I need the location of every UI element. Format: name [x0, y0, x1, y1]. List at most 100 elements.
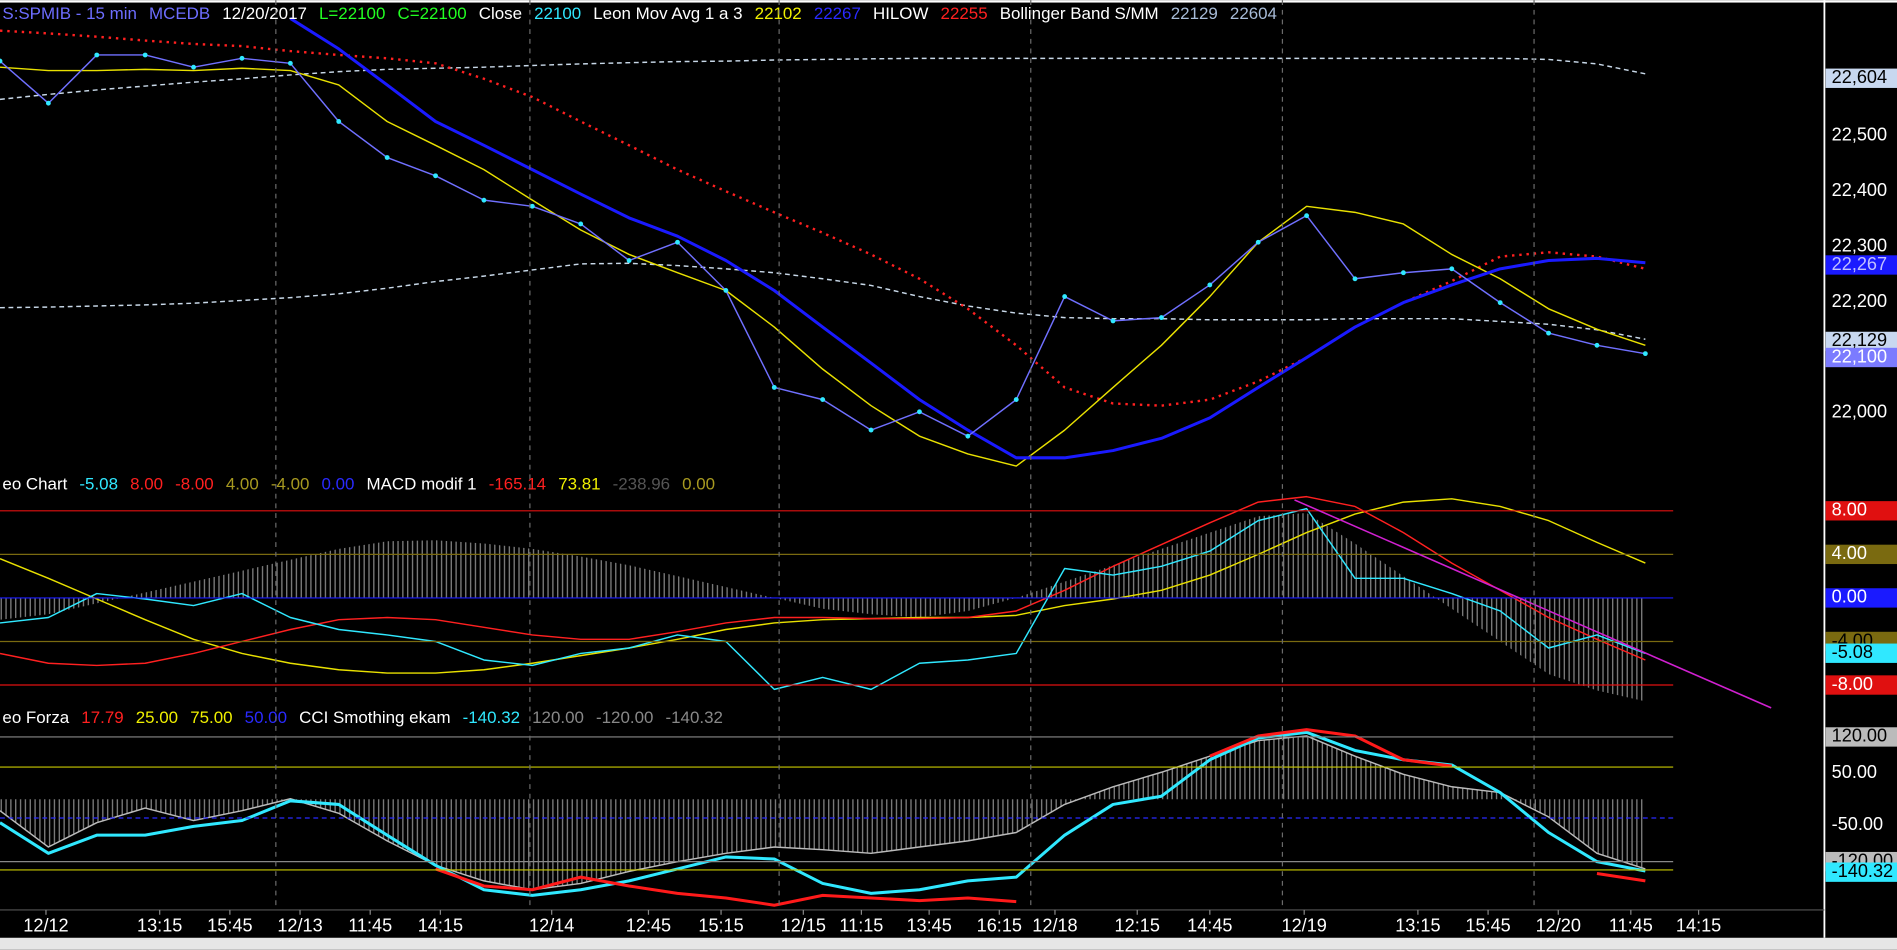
legend-item: -140.32	[463, 708, 520, 727]
trendline	[1294, 499, 1772, 709]
series-line	[0, 730, 1646, 897]
x-tick-label: 12/19	[1282, 916, 1327, 936]
last-value-label: 22,267	[1832, 254, 1887, 274]
y-tick-box	[1825, 675, 1897, 695]
y-tick-box	[1825, 501, 1897, 521]
histogram	[0, 512, 1646, 702]
legend-item: HILOW	[873, 4, 928, 23]
series-line	[0, 262, 1646, 340]
x-tick-label: 12/13	[277, 916, 322, 936]
legend-item: 22604	[1230, 4, 1277, 23]
y-tick-label: 22,000	[1832, 402, 1887, 422]
y-tick-label: -50.00	[1832, 814, 1883, 834]
series-line	[0, 498, 1646, 674]
x-tick-label: 12/15	[781, 916, 826, 936]
last-value-label: 22,100	[1832, 346, 1887, 366]
y-tick-label: 22,400	[1832, 180, 1887, 200]
series-line	[0, 507, 1646, 691]
x-tick-label: 14:15	[418, 916, 463, 936]
point	[1400, 270, 1406, 276]
point	[917, 409, 922, 415]
legend-item: 120.00	[532, 708, 584, 727]
legend-item: MACD modif 1	[367, 475, 477, 494]
point	[1062, 294, 1068, 299]
series-line	[0, 495, 1646, 667]
legend-item: 73.81	[558, 475, 600, 494]
y-tick-label: 120.00	[1832, 726, 1887, 746]
point	[1159, 315, 1164, 321]
x-tick-label: 15:45	[1465, 916, 1510, 936]
x-tick-label: 14:45	[1187, 916, 1232, 936]
legend-item: 22255	[941, 4, 988, 23]
legend-item: -5.08	[79, 475, 118, 494]
point	[626, 258, 632, 263]
y-tick-box	[1825, 727, 1897, 747]
legend-item: 22100	[534, 4, 581, 23]
point	[820, 397, 826, 403]
last-value-label: -140.32	[1832, 861, 1893, 881]
legend-item: 22102	[755, 4, 802, 23]
point	[1449, 266, 1455, 272]
y-tick-label: 22,300	[1832, 235, 1887, 255]
point	[481, 197, 487, 203]
legend-item: 0.00	[322, 475, 355, 494]
point	[1594, 342, 1600, 348]
x-tick-label: 12/14	[529, 916, 574, 936]
legend-item: -238.96	[613, 475, 670, 494]
x-tick-label: 16:15	[977, 916, 1022, 936]
point	[433, 173, 438, 179]
y-tick-label: 8.00	[1832, 500, 1867, 520]
point	[1352, 276, 1358, 282]
point	[1255, 239, 1261, 245]
y-tick-label: 22,200	[1832, 291, 1887, 311]
point	[1497, 300, 1503, 306]
point	[1304, 213, 1310, 219]
point	[94, 52, 100, 58]
last-value-label: 22,129	[1832, 330, 1887, 350]
point	[287, 60, 293, 66]
point	[529, 203, 535, 209]
point	[868, 427, 874, 433]
series-line	[0, 57, 1646, 101]
legend-item: S:SPMIB - 15 min	[2, 4, 136, 23]
point	[675, 239, 680, 245]
legend-item: -165.14	[489, 475, 546, 494]
x-tick-label: 12/12	[23, 916, 68, 936]
point	[965, 433, 971, 439]
legend-item: eo Forza	[2, 708, 69, 727]
x-tick-label: 13:15	[1395, 916, 1440, 936]
legend-item: Bollinger Band S/MM	[1000, 4, 1159, 23]
legend-item: Leon Mov Avg 1 a 3	[593, 4, 742, 23]
legend-item: C=22100	[397, 4, 466, 23]
x-tick-label: 13:15	[137, 916, 182, 936]
x-tick-label: 11:15	[839, 916, 883, 936]
x-tick-label: 12/18	[1032, 916, 1077, 936]
point	[45, 100, 51, 106]
panel	[0, 728, 1646, 907]
series-line	[0, 66, 1646, 467]
point	[239, 55, 245, 61]
y-tick-label: 22,500	[1832, 125, 1887, 145]
legend-item: -8.00	[175, 475, 214, 494]
legend-item: 25.00	[136, 708, 178, 727]
last-value-box	[1825, 862, 1897, 882]
panel	[0, 17, 1648, 467]
point	[142, 52, 148, 58]
last-value-label: 22,604	[1832, 67, 1887, 87]
series-line	[0, 735, 1646, 891]
x-tick-label: 15:15	[698, 916, 743, 936]
last-value-box	[1825, 331, 1897, 352]
panel	[0, 495, 1646, 702]
y-tick-label: 50.00	[1832, 762, 1877, 782]
y-tick-label: 0.00	[1832, 587, 1867, 607]
x-tick-label: 11:45	[1609, 916, 1653, 936]
last-value-box	[1825, 68, 1897, 88]
x-tick-label: 13:45	[906, 916, 951, 936]
legend-item: 4.00	[226, 475, 259, 494]
legend-item: L=22100	[319, 4, 385, 23]
legend-item: -4.00	[271, 475, 310, 494]
point	[771, 384, 777, 390]
series-line	[289, 17, 1646, 460]
